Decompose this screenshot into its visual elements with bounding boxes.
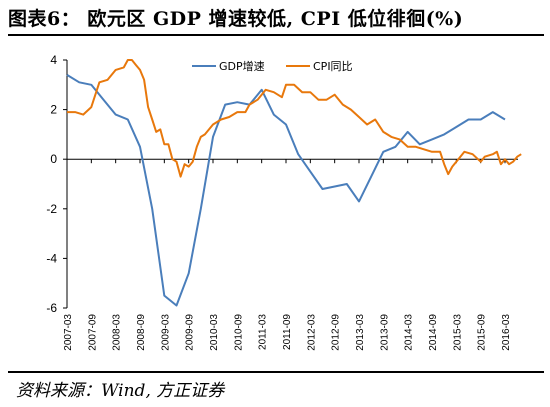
x-tick-label: 2008-09 <box>136 314 147 351</box>
source-note: 资料来源：Wind, 方正证券 <box>16 381 225 401</box>
x-tick-label: 2014-09 <box>428 314 439 351</box>
x-tick-label: 2011-03 <box>258 314 269 350</box>
x-tick-label: 2009-03 <box>160 314 171 351</box>
x-tick-label: 2013-09 <box>379 314 390 351</box>
y-tick-label: -4 <box>46 251 57 265</box>
x-tick-label: 2015-03 <box>452 314 463 351</box>
y-tick-label: -6 <box>46 301 57 315</box>
x-tick-label: 2014-03 <box>404 314 415 351</box>
source-rule <box>8 371 544 373</box>
x-tick-label: 2012-03 <box>306 314 317 351</box>
x-tick-label: 2013-03 <box>355 314 366 351</box>
title-rule <box>8 34 544 36</box>
legend-cpi-label: CPI同比 <box>313 60 353 73</box>
x-tick-label: 2010-03 <box>209 314 220 351</box>
line-chart: 4 2 0 -2 -4 -6 2007-03 2007-09 2008-03 2008-09 200… <box>46 53 522 351</box>
y-tick-label: -2 <box>46 202 57 216</box>
x-tick-label: 2012-09 <box>331 314 342 351</box>
x-tick-label: 2015-09 <box>477 314 488 351</box>
x-tick-label: 2016-03 <box>501 314 512 351</box>
y-tick-label: 2 <box>50 103 57 117</box>
cpi-series-line <box>67 59 522 178</box>
x-tick-label: 2010-09 <box>233 314 244 351</box>
y-tick-label: 0 <box>50 152 57 166</box>
x-tick-label: 2008-03 <box>112 314 123 351</box>
gdp-series-line <box>66 74 506 307</box>
x-tick-label: 2007-03 <box>63 314 74 351</box>
x-tick-label: 2011-09 <box>282 314 293 350</box>
chart-title: 图表6： 欧元区 GDP 增速较低, CPI 低位徘徊(%) <box>8 8 464 30</box>
legend-gdp-label: GDP增速 <box>219 59 265 73</box>
y-tick-label: 4 <box>50 53 57 67</box>
x-tick-label: 2009-09 <box>185 314 196 351</box>
x-tick-label: 2007-09 <box>87 314 98 351</box>
